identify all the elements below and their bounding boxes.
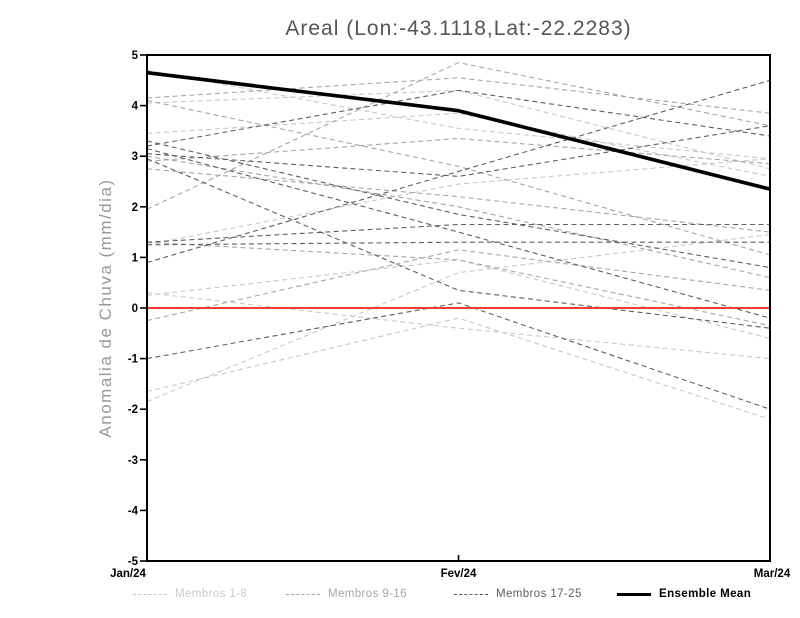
member-line-light	[147, 259, 770, 339]
member-line-medium	[147, 77, 770, 114]
member-line-medium	[147, 241, 770, 327]
member-line-dark	[147, 125, 770, 177]
legend-item-membros-9-16: Membros 9-16	[286, 586, 407, 602]
member-line-dark	[147, 148, 770, 319]
member-line-dark	[147, 158, 770, 329]
legend-item-membros-1-8: Membros 1-8	[133, 586, 247, 602]
y-tick-label: -1	[128, 354, 139, 366]
member-line-light	[147, 234, 770, 403]
x-tick-label: Fev/24	[441, 568, 477, 580]
x-tick-label: Jan/24	[110, 568, 146, 580]
member-line-dark	[147, 140, 770, 269]
y-tick-label: -4	[128, 505, 139, 517]
x-tick-label: Mar/24	[754, 568, 791, 580]
member-line-dark	[147, 223, 770, 243]
member-line-light	[147, 292, 770, 360]
member-line-medium	[147, 168, 770, 233]
y-tick-label: -2	[128, 404, 138, 416]
dashed-line-sample-icon	[286, 593, 320, 595]
y-tick-label: 1	[132, 252, 139, 264]
member-line-dark	[147, 79, 770, 264]
y-tick-label: 5	[132, 50, 139, 62]
member-line-light	[147, 317, 770, 420]
member-line-dark	[147, 302, 770, 410]
legend-label: Membros 1-8	[175, 588, 248, 600]
solid-line-sample-icon	[617, 592, 651, 596]
chart-title: Areal (Lon:-43.1118,Lat:-22.2283)	[285, 17, 632, 40]
member-line-medium	[147, 155, 770, 279]
y-tick-label: -3	[128, 455, 138, 467]
member-line-medium	[147, 99, 770, 256]
y-tick-label: -5	[128, 556, 139, 568]
legend-item-membros-17-25: Membros 17-25	[454, 586, 582, 602]
ensemble-mean-line	[147, 70, 770, 191]
legend-label: Membros 17-25	[496, 588, 582, 600]
legend-label: Ensemble Mean	[659, 588, 752, 600]
y-tick-label: 2	[132, 202, 138, 214]
member-line-light	[147, 89, 770, 170]
chart-legend: Membros 1-8 Membros 9-16 Membros 17-25 E…	[0, 586, 800, 602]
y-tick-label: 3	[132, 151, 138, 163]
y-tick-label: 4	[132, 101, 139, 113]
legend-label: Membros 9-16	[328, 588, 407, 600]
member-line-medium	[147, 249, 770, 322]
member-line-dark	[147, 89, 770, 147]
member-line-light	[147, 69, 770, 160]
member-line-light	[147, 158, 770, 246]
member-line-medium	[147, 137, 770, 165]
member-line-light	[147, 112, 770, 177]
member-line-dark	[147, 241, 770, 246]
legend-item-ensemble-mean: Ensemble Mean	[617, 586, 751, 602]
y-tick-label: 0	[132, 303, 138, 315]
dashed-line-sample-icon	[454, 593, 488, 595]
member-line-medium	[147, 62, 770, 210]
dashed-line-sample-icon	[133, 593, 167, 595]
